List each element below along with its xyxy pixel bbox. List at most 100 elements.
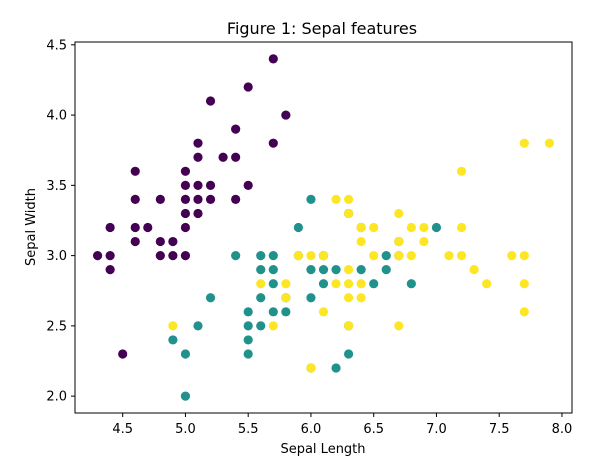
scatter-point bbox=[394, 236, 404, 247]
scatter-point bbox=[256, 265, 266, 275]
scatter-point bbox=[218, 152, 228, 162]
scatter-point bbox=[331, 194, 341, 204]
scatter-point bbox=[205, 180, 216, 190]
scatter-point bbox=[92, 251, 103, 261]
y-tick-label: 4.0 bbox=[46, 109, 67, 124]
chart-title: Figure 1: Sepal features bbox=[227, 19, 417, 38]
scatter-point bbox=[243, 335, 253, 345]
scatter-point bbox=[231, 251, 241, 261]
scatter-point bbox=[344, 194, 354, 204]
scatter-point bbox=[519, 307, 529, 317]
y-tick-label: 3.0 bbox=[46, 249, 67, 264]
scatter-point bbox=[344, 208, 354, 219]
scatter-point bbox=[369, 251, 379, 261]
scatter-point bbox=[507, 251, 517, 261]
scatter-point bbox=[155, 251, 165, 261]
scatter-point bbox=[268, 265, 278, 275]
scatter-point bbox=[155, 236, 165, 247]
scatter-point bbox=[168, 321, 178, 331]
scatter-point bbox=[344, 321, 354, 331]
x-tick-label: 7.5 bbox=[489, 422, 510, 437]
scatter-point bbox=[130, 166, 140, 176]
scatter-point bbox=[243, 180, 253, 190]
scatter-point bbox=[381, 265, 391, 275]
y-axis-title: Sepal Width bbox=[24, 188, 39, 266]
scatter-point bbox=[155, 194, 165, 204]
scatter-point bbox=[444, 251, 454, 261]
scatter-point bbox=[306, 251, 316, 261]
scatter-point bbox=[331, 265, 341, 275]
scatter-point bbox=[318, 251, 329, 261]
x-tick-label: 8.0 bbox=[552, 422, 573, 437]
scatter-point bbox=[419, 236, 429, 247]
scatter-point bbox=[456, 251, 467, 261]
scatter-point bbox=[268, 279, 278, 289]
scatter-point bbox=[180, 166, 191, 176]
scatter-point bbox=[180, 208, 191, 219]
scatter-point bbox=[193, 138, 203, 148]
scatter-point bbox=[356, 265, 366, 275]
scatter-point bbox=[394, 208, 404, 219]
scatter-point bbox=[281, 293, 291, 303]
scatter-point bbox=[544, 138, 555, 148]
scatter-point bbox=[281, 110, 291, 120]
scatter-point bbox=[205, 194, 216, 204]
scatter-point bbox=[306, 363, 316, 373]
scatter-point bbox=[268, 138, 278, 148]
scatter-point bbox=[268, 251, 278, 261]
scatter-point bbox=[318, 307, 329, 317]
scatter-point bbox=[281, 307, 291, 317]
scatter-point bbox=[331, 279, 341, 289]
scatter-point bbox=[356, 293, 366, 303]
scatter-point bbox=[381, 251, 391, 261]
scatter-point bbox=[180, 194, 191, 204]
scatter-point bbox=[268, 307, 278, 317]
scatter-point bbox=[205, 96, 216, 106]
scatter-point bbox=[193, 208, 203, 219]
scatter-point bbox=[306, 293, 316, 303]
y-tick-label: 2.0 bbox=[46, 390, 67, 405]
scatter-point bbox=[256, 279, 266, 289]
scatter-point bbox=[193, 194, 203, 204]
x-tick-label: 6.0 bbox=[301, 422, 322, 437]
scatter-point bbox=[268, 321, 278, 331]
scatter-point bbox=[519, 138, 529, 148]
scatter-point bbox=[406, 279, 416, 289]
scatter-point bbox=[394, 251, 404, 261]
scatter-point bbox=[118, 349, 128, 359]
x-tick-label: 7.0 bbox=[426, 422, 447, 437]
scatter-point bbox=[456, 166, 467, 176]
scatter-point bbox=[180, 391, 191, 401]
scatter-point bbox=[482, 279, 492, 289]
scatter-point bbox=[205, 293, 216, 303]
scatter-point bbox=[331, 363, 341, 373]
scatter-point bbox=[519, 279, 529, 289]
y-tick-label: 3.5 bbox=[46, 179, 67, 194]
scatter-point bbox=[344, 279, 354, 289]
scatter-point bbox=[243, 349, 253, 359]
scatter-point bbox=[356, 279, 366, 289]
scatter-point bbox=[394, 321, 404, 331]
scatter-point bbox=[419, 222, 429, 233]
scatter-point bbox=[256, 321, 266, 331]
scatter-point bbox=[180, 349, 191, 359]
scatter-point bbox=[318, 265, 329, 275]
scatter-point bbox=[180, 180, 191, 190]
scatter-point bbox=[456, 222, 467, 233]
scatter-point bbox=[168, 251, 178, 261]
scatter-point bbox=[243, 321, 253, 331]
scatter-point bbox=[356, 222, 366, 233]
scatter-point bbox=[268, 54, 278, 64]
scatter-point bbox=[193, 180, 203, 190]
x-tick-label: 4.5 bbox=[112, 422, 133, 437]
scatter-point bbox=[256, 293, 266, 303]
scatter-point bbox=[344, 293, 354, 303]
scatter-point bbox=[243, 82, 253, 92]
scatter-point bbox=[469, 265, 479, 275]
scatter-point bbox=[130, 236, 140, 247]
scatter-point bbox=[130, 194, 140, 204]
scatter-point bbox=[231, 194, 241, 204]
scatter-point bbox=[281, 279, 291, 289]
scatter-point bbox=[519, 251, 529, 261]
